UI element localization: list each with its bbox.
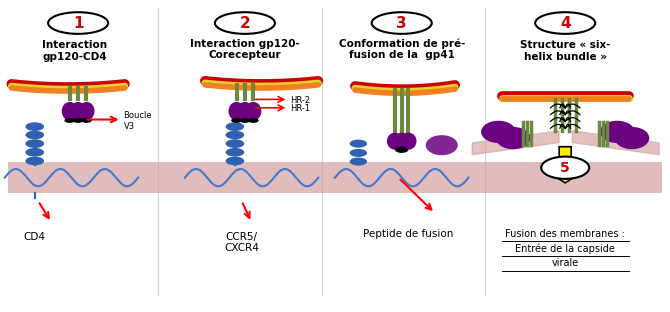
Ellipse shape (78, 102, 94, 120)
Text: Fusion des membranes :: Fusion des membranes : (505, 229, 625, 239)
Ellipse shape (372, 12, 431, 34)
Ellipse shape (401, 133, 417, 150)
Bar (8, 162, 662, 193)
Text: Structure « six-
helix bundle »: Structure « six- helix bundle » (520, 40, 610, 62)
Circle shape (226, 122, 245, 131)
Circle shape (231, 118, 242, 123)
Text: HR-1: HR-1 (290, 104, 310, 113)
Text: 5: 5 (560, 161, 570, 175)
Ellipse shape (215, 12, 275, 34)
Text: 4: 4 (560, 16, 570, 31)
Ellipse shape (394, 133, 410, 150)
Text: 2: 2 (240, 16, 251, 31)
Ellipse shape (70, 102, 86, 120)
Text: virale: virale (551, 258, 579, 268)
Circle shape (25, 157, 44, 165)
Text: Boucle
V3: Boucle V3 (123, 111, 152, 131)
Ellipse shape (228, 102, 245, 120)
Circle shape (350, 139, 367, 148)
Circle shape (226, 131, 245, 139)
Ellipse shape (600, 121, 634, 143)
Circle shape (350, 149, 367, 157)
Text: CD4: CD4 (23, 232, 46, 242)
Text: Interaction gp120-
Corecepteur: Interaction gp120- Corecepteur (190, 38, 299, 60)
Text: Conformation de pré-
fusion de la  gp41: Conformation de pré- fusion de la gp41 (338, 38, 465, 60)
Circle shape (226, 139, 245, 148)
Circle shape (395, 147, 409, 153)
FancyArrow shape (555, 147, 576, 183)
Ellipse shape (62, 102, 78, 120)
Circle shape (73, 118, 84, 123)
Circle shape (240, 118, 251, 123)
Circle shape (64, 118, 75, 123)
Circle shape (81, 118, 92, 123)
Circle shape (350, 158, 367, 166)
Ellipse shape (237, 102, 253, 120)
Text: 3: 3 (397, 16, 407, 31)
Ellipse shape (387, 133, 403, 150)
Text: 1: 1 (73, 16, 83, 31)
Ellipse shape (48, 12, 108, 34)
Circle shape (541, 157, 589, 179)
Text: Entrée de la capside: Entrée de la capside (515, 243, 615, 254)
Ellipse shape (245, 102, 261, 120)
Ellipse shape (614, 127, 649, 149)
Circle shape (25, 139, 44, 148)
Ellipse shape (425, 135, 458, 155)
Text: CCR5/
CXCR4: CCR5/ CXCR4 (224, 232, 259, 253)
Text: HR-2: HR-2 (290, 95, 310, 105)
Circle shape (25, 131, 44, 139)
Circle shape (25, 148, 44, 157)
Circle shape (226, 157, 245, 165)
Ellipse shape (535, 12, 595, 34)
Circle shape (25, 122, 44, 131)
Text: Interaction
gp120-CD4: Interaction gp120-CD4 (42, 40, 107, 62)
Ellipse shape (481, 121, 516, 143)
Ellipse shape (496, 127, 531, 149)
Text: Peptide de fusion: Peptide de fusion (363, 229, 454, 239)
Circle shape (248, 118, 259, 123)
Circle shape (226, 148, 245, 157)
